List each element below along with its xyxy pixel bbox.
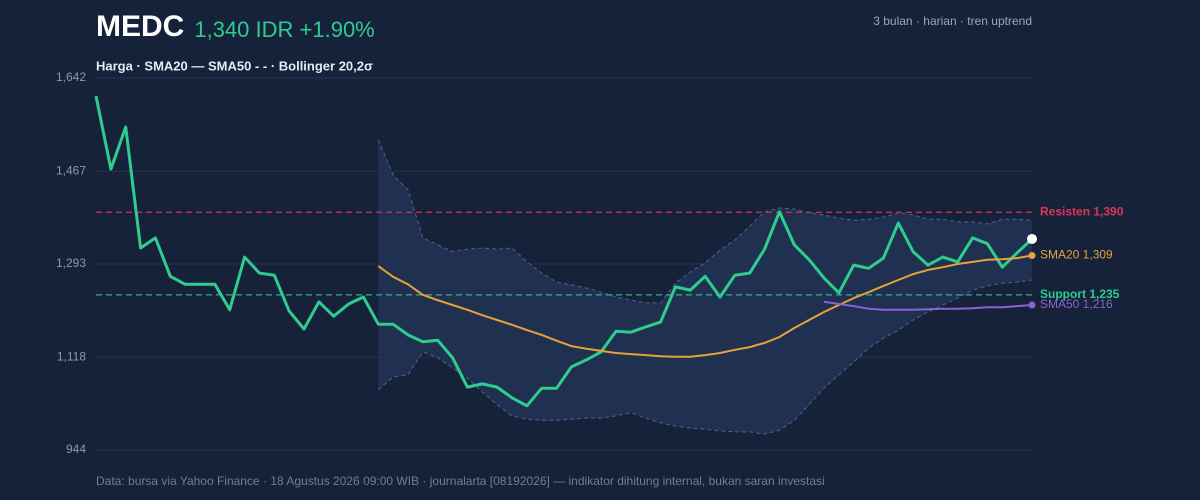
bollinger-lower [377,279,1033,435]
period-note: 3 bulan · harian · tren uptrend [873,14,1032,28]
source-note: Data: bursa via Yahoo Finance · 18 Agust… [96,474,825,488]
legend: Harga · SMA20 — SMA50 - - · Bollinger 20… [96,58,373,73]
y-tick-label: 1,118 [57,349,86,363]
bollinger-fill [378,139,1032,435]
bollinger-upper [377,139,1033,304]
chart-subtitle: 1,340 IDR +1.90% [194,17,374,42]
end-dot [1028,301,1036,309]
series-line [94,95,1034,408]
series-line [377,254,1033,358]
y-tick-label: 944 [66,442,86,456]
y-tick-label: 1,293 [56,256,86,270]
end-label: SMA20 1,309 [1040,248,1113,262]
end-label: SMA50 1,216 [1040,297,1113,311]
level-label: Support 1,235 [1040,287,1120,301]
end-dot [1027,233,1037,244]
end-dot [1028,251,1036,259]
chart-title: MEDC [96,10,184,43]
y-tick-label: 1,642 [56,70,86,84]
series-line [823,300,1033,311]
level-label: Resisten 1,390 [1040,204,1124,218]
y-tick-label: 1,467 [56,163,86,177]
